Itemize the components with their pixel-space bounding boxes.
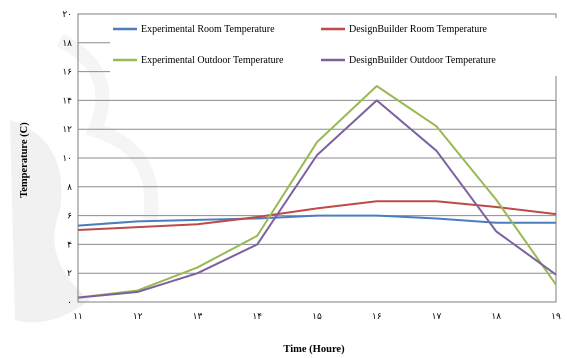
- series-line-3: [77, 99, 557, 299]
- legend-label-0: Experimental Room Temperature: [141, 24, 275, 35]
- legend-entries: Experimental Room Temperature DesignBuild…: [113, 24, 496, 66]
- y-tick-label-10: ۲۰: [62, 9, 72, 19]
- series-layer: [77, 85, 557, 299]
- y-tick-label-9: ۱۸: [62, 38, 72, 48]
- x-tick-label-4: ۱۵: [312, 311, 322, 321]
- legend-background: [110, 18, 558, 76]
- y-tick-label-7: ۱۴: [62, 95, 72, 105]
- y-tick-label-5: ۱۰: [62, 153, 72, 163]
- y-tick-label-4: ۸: [67, 182, 72, 192]
- x-tick-label-8: ۱۹: [551, 311, 561, 321]
- x-tick-label-2: ۱۳: [193, 311, 203, 321]
- x-axis-label: Time (Houre): [283, 344, 345, 355]
- watermark-ornament: [10, 33, 159, 323]
- legend-label-2: Experimental Outdoor Temperature: [141, 55, 284, 66]
- x-tick-label-3: ۱۴: [252, 311, 262, 321]
- x-tick-label-5: ۱۶: [372, 311, 382, 321]
- y-axis-label: Temperature (C): [19, 122, 30, 198]
- y-tick-label-8: ۱۶: [62, 67, 72, 77]
- y-axis-ticks: ۰ ۲ ۴ ۶ ۸ ۱۰ ۱۲ ۱۴ ۱۶ ۱۸ ۲۰: [62, 9, 72, 307]
- legend-label-1: DesignBuilder Room Temperature: [349, 24, 488, 35]
- y-tick-label-2: ۴: [67, 239, 72, 249]
- y-tick-label-3: ۶: [67, 211, 72, 221]
- x-axis-ticks: ۱۱ ۱۲ ۱۳ ۱۴ ۱۵ ۱۶ ۱۷ ۱۸ ۱۹: [73, 311, 561, 321]
- y-tick-label-6: ۱۲: [62, 124, 72, 134]
- y-tick-label-1: ۲: [67, 268, 72, 278]
- x-tick-label-1: ۱۲: [133, 311, 143, 321]
- series-line-2: [77, 85, 557, 299]
- y-tick-label-0: ۰: [67, 297, 72, 307]
- x-tick-label-0: ۱۱: [73, 311, 83, 321]
- x-tick-label-7: ۱۸: [491, 311, 501, 321]
- legend: [110, 18, 558, 76]
- legend-label-3: DesignBuilder Outdoor Temperature: [349, 55, 496, 66]
- series-line-0: [77, 214, 556, 227]
- x-tick-label-6: ۱۷: [432, 311, 442, 321]
